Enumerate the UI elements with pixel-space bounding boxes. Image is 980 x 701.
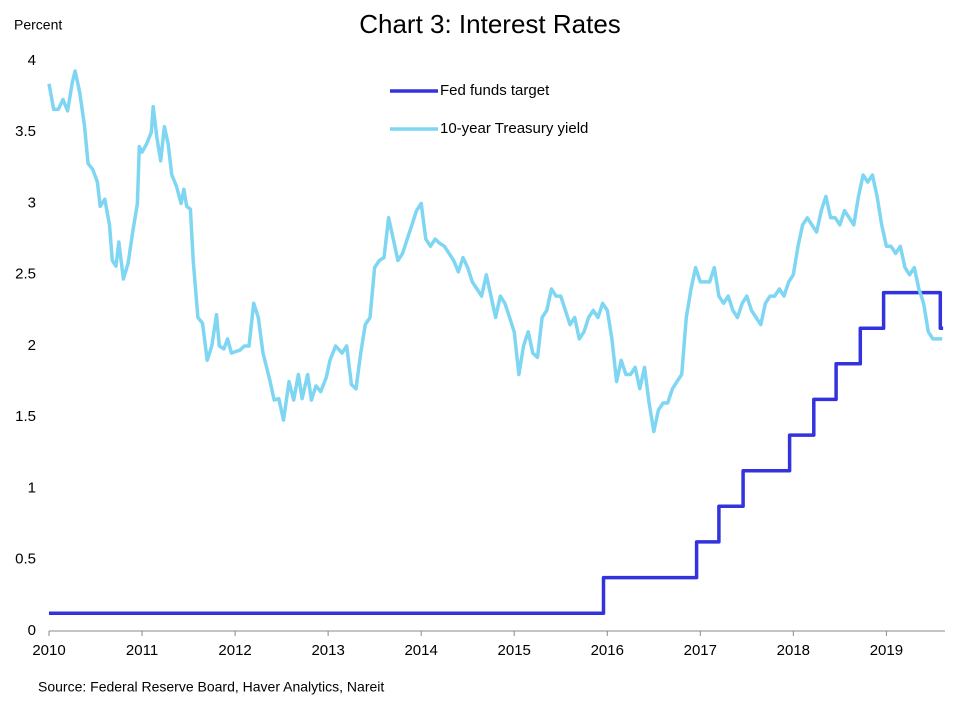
x-tick-label: 2010 xyxy=(32,642,65,659)
x-tick-label: 2012 xyxy=(218,642,251,659)
x-tick-label: 2019 xyxy=(870,642,903,659)
series-line xyxy=(47,69,943,434)
y-tick-label: 3.5 xyxy=(15,123,36,140)
x-tick-label: 2014 xyxy=(404,642,437,659)
x-tick-label: 2015 xyxy=(498,642,531,659)
x-tick-label: 2018 xyxy=(777,642,810,659)
x-tick-label: 2011 xyxy=(126,642,158,659)
chart-title: Chart 3: Interest Rates xyxy=(359,9,621,39)
x-tick-label: 2013 xyxy=(311,642,344,659)
x-tick-label: 2016 xyxy=(591,642,624,659)
series-line xyxy=(49,290,944,615)
y-tick-label: 1.5 xyxy=(15,408,36,425)
y-tick-label: 2.5 xyxy=(15,266,36,283)
y-tick-label: 1 xyxy=(28,479,36,496)
legend-label: 10-year Treasury yield xyxy=(440,120,588,137)
y-tick-label: 4 xyxy=(28,52,36,69)
y-tick-label: 0.5 xyxy=(15,551,36,568)
legend-label: Fed funds target xyxy=(440,82,550,99)
y-axis-label: Percent xyxy=(14,17,62,33)
y-tick-label: 2 xyxy=(28,337,36,354)
x-tick-label: 2017 xyxy=(684,642,717,659)
y-tick-label: 3 xyxy=(28,194,36,211)
source-note: Source: Federal Reserve Board, Haver Ana… xyxy=(38,679,384,695)
y-tick-label: 0 xyxy=(28,622,36,639)
